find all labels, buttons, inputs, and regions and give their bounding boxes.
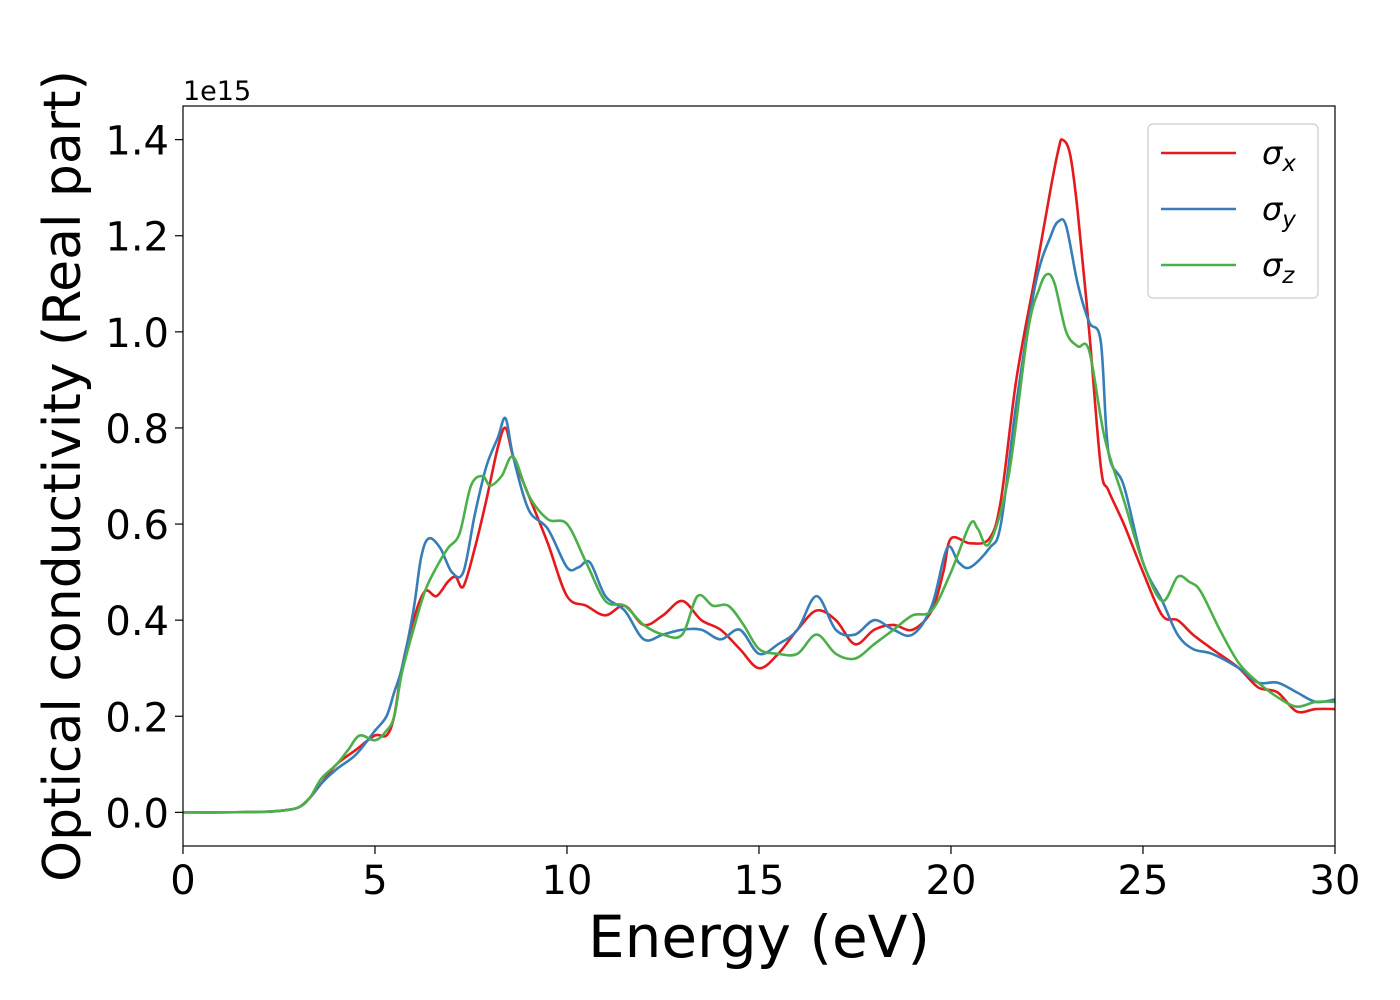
y-axis-label: Optical conductivity (Real part)	[33, 70, 93, 882]
legend-label-x: σx	[1262, 134, 1296, 177]
y-tick-label: 0.6	[105, 503, 169, 549]
legend-label-z: σz	[1262, 246, 1295, 289]
y-axis-ticks: 0.0 0.2 0.4 0.6 0.8 1.0 1.2 1.4	[105, 119, 183, 837]
y-tick-label: 0.4	[105, 599, 169, 645]
x-tick-label: 30	[1310, 858, 1361, 904]
series-line-z	[183, 272, 1335, 814]
y-tick-label: 1.2	[105, 215, 169, 261]
x-tick-label: 15	[734, 858, 785, 904]
y-tick-label: 1.4	[105, 119, 169, 165]
y-tick-label: 1.0	[105, 311, 169, 357]
legend-label-y: σy	[1262, 190, 1296, 233]
x-tick-label: 5	[362, 858, 387, 904]
y-tick-label: 0.2	[105, 695, 169, 741]
x-axis-label: Energy (eV)	[588, 903, 930, 971]
y-tick-label: 0.8	[105, 407, 169, 453]
series-layer	[183, 138, 1335, 814]
series-line-y	[183, 217, 1335, 814]
y-tick-label: 0.0	[105, 791, 169, 837]
legend-frame	[1147, 123, 1319, 299]
legend: σx σy σz	[1147, 123, 1319, 299]
x-tick-label: 20	[926, 858, 977, 904]
x-axis-ticks: 0 5 10 15 20 25 30	[170, 846, 1360, 904]
x-tick-label: 25	[1118, 858, 1169, 904]
x-tick-label: 10	[542, 858, 593, 904]
y-axis-offset-text: 1e15	[183, 76, 251, 107]
x-tick-label: 0	[170, 858, 195, 904]
